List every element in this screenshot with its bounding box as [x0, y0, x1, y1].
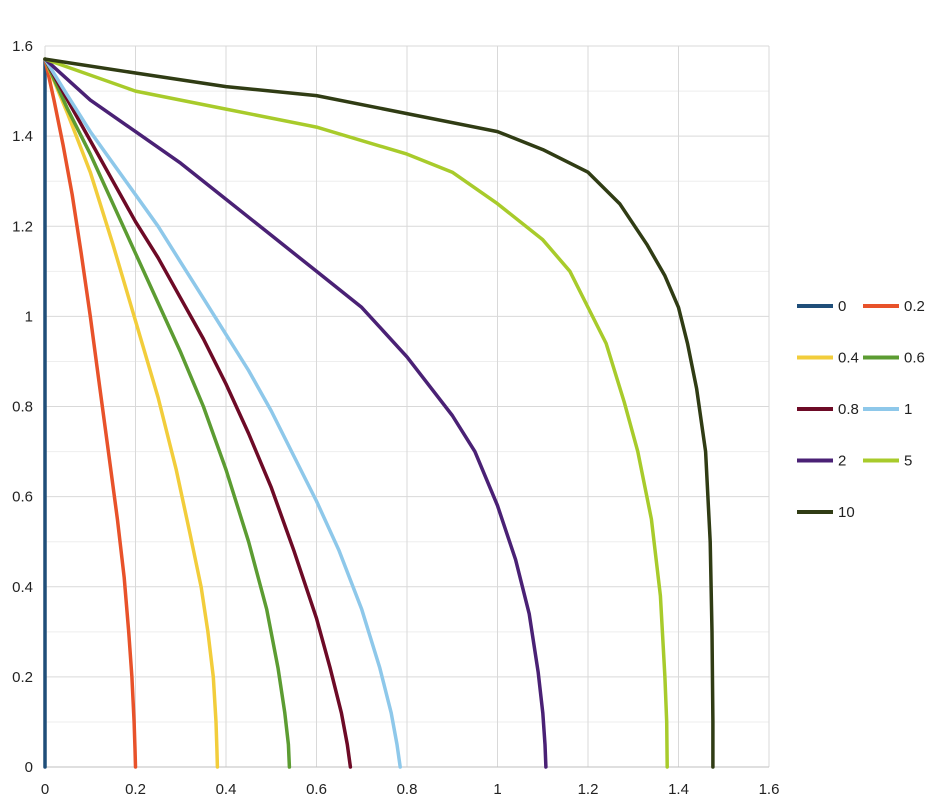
legend-label: 10	[838, 504, 855, 521]
y-axis-tick-labels: 0 0.2 0.4 0.6 0.8 1 1.2 1.4 1.6	[12, 38, 33, 776]
x-tick-label: 0.4	[216, 781, 237, 798]
x-tick-label: 0.2	[125, 781, 146, 798]
legend-label: 0	[838, 298, 846, 315]
y-tick-label: 0.6	[12, 489, 33, 506]
y-tick-label: 1.6	[12, 38, 33, 55]
x-tick-label: 1.2	[578, 781, 599, 798]
y-tick-label: 0	[25, 759, 33, 776]
y-tick-label: 0.8	[12, 399, 33, 416]
series-line-0-6	[43, 57, 292, 769]
legend-label: 0.8	[838, 401, 859, 418]
series-line-10	[43, 57, 715, 769]
y-tick-label: 1	[25, 308, 33, 325]
legend-label: 0.2	[904, 298, 925, 315]
y-tick-label: 0.4	[12, 579, 33, 596]
x-axis-tick-labels: 0 0.2 0.4 0.6 0.8 1 1.2 1.4 1.6	[41, 781, 780, 798]
legend-label: 0.6	[904, 350, 925, 367]
y-tick-label: 0.2	[12, 669, 33, 686]
legend-label: 1	[904, 401, 912, 418]
y-tick-label: 1.4	[12, 128, 33, 145]
series-line-2	[43, 57, 548, 769]
series-line-5	[43, 57, 669, 769]
series-line-0-2	[43, 57, 138, 769]
series-line-0-4	[43, 57, 220, 769]
x-tick-label: 0	[41, 781, 49, 798]
legend-label: 0.4	[838, 350, 859, 367]
legend: 0 0.2 0.4 0.6 0.8 1 2 5 10	[797, 298, 925, 521]
x-tick-label: 1.4	[668, 781, 689, 798]
series-line-1	[43, 57, 402, 769]
legend-label: 5	[904, 453, 912, 470]
x-tick-label: 1	[493, 781, 501, 798]
series-lines	[43, 57, 715, 769]
legend-label: 2	[838, 453, 846, 470]
series-line-0-8	[43, 57, 353, 769]
x-tick-label: 1.6	[759, 781, 780, 798]
x-tick-label: 0.6	[306, 781, 327, 798]
x-tick-label: 0.8	[397, 781, 418, 798]
y-tick-label: 1.2	[12, 218, 33, 235]
